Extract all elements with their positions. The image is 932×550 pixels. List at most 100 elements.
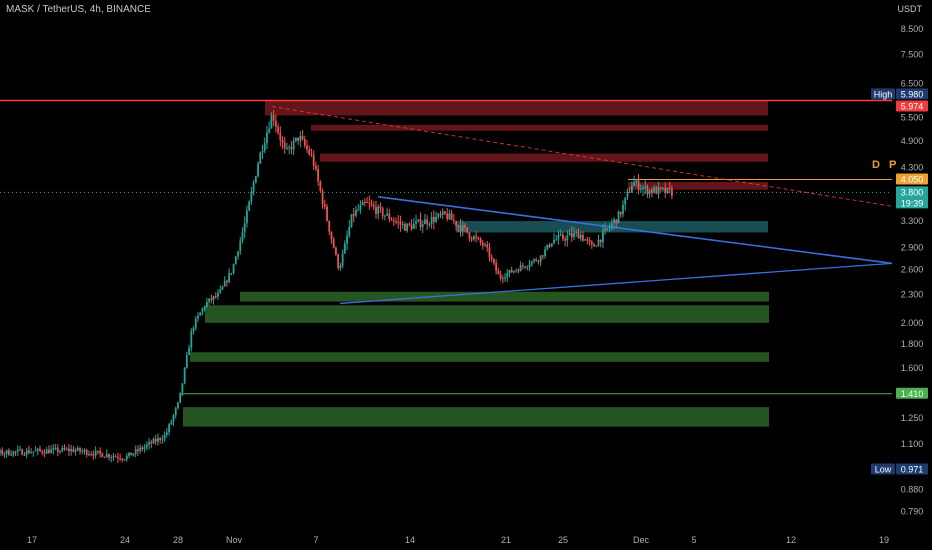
candle-body — [139, 447, 142, 451]
candle-body — [59, 450, 61, 452]
countdown-label: 19:39 — [901, 198, 924, 208]
candle-body — [397, 221, 400, 223]
candle-body — [481, 242, 484, 246]
candle-body — [352, 214, 355, 216]
candle-body — [192, 327, 195, 332]
candle-body — [628, 191, 631, 193]
candle-body — [125, 455, 128, 460]
candle-body — [504, 277, 506, 279]
candle-body — [56, 447, 59, 452]
candle-body — [217, 292, 219, 297]
candle-body — [326, 206, 328, 221]
candle-body — [254, 176, 257, 183]
candle-body — [604, 228, 607, 231]
candle-body — [337, 254, 340, 269]
candle-body — [590, 241, 593, 245]
x-tick-label: 5 — [691, 535, 696, 545]
candle-body — [208, 298, 211, 302]
candle-body — [475, 236, 478, 238]
candle-body — [243, 223, 246, 233]
candle-body — [406, 223, 409, 231]
candle-body — [288, 147, 291, 149]
y-tick-label: 2.300 — [901, 289, 924, 299]
candle-body — [286, 147, 288, 149]
candle-body — [130, 452, 133, 456]
candle-body — [653, 187, 656, 193]
candle-body — [499, 274, 502, 279]
candle-body — [655, 187, 658, 194]
price-label-name: High — [874, 89, 893, 99]
candle-body — [515, 270, 518, 272]
candle-body — [343, 243, 346, 254]
candle-body — [602, 230, 604, 243]
candle-body — [3, 453, 6, 455]
price-label-value: 5.980 — [901, 89, 924, 99]
candle-body — [150, 442, 153, 444]
candle-body — [68, 448, 70, 452]
candle-body — [10, 454, 12, 456]
candle-body — [430, 216, 433, 224]
candle-body — [161, 439, 164, 441]
candle-body — [70, 449, 73, 452]
price-label-box — [896, 387, 928, 399]
candle-body — [553, 240, 555, 244]
candle-body — [290, 147, 293, 150]
y-tick-label: 3.300 — [901, 216, 924, 226]
candle-body — [642, 187, 644, 189]
price-label-value: 1.410 — [901, 389, 924, 399]
candle-body — [550, 243, 553, 247]
candle-body — [386, 213, 389, 216]
candle-body — [134, 449, 137, 454]
candle-body — [444, 211, 446, 214]
candle-body — [41, 450, 44, 453]
price-label-tag — [871, 463, 895, 475]
candle-body — [108, 454, 110, 458]
candle-body — [194, 318, 197, 328]
candle-body — [541, 255, 544, 257]
candle-body — [123, 459, 126, 461]
candle-body — [582, 234, 584, 241]
price-label-value: 0.971 — [901, 465, 924, 475]
candle-body — [450, 213, 453, 220]
y-tick-label: 1.600 — [901, 363, 924, 373]
candle-body — [246, 210, 248, 224]
candle-body — [241, 232, 244, 241]
candle-body — [177, 402, 179, 409]
x-tick-label: 24 — [120, 535, 130, 545]
candle-body — [54, 447, 57, 449]
candle-body — [666, 187, 669, 193]
candle-body — [43, 452, 46, 454]
candle-body — [341, 253, 344, 266]
candle-body — [90, 454, 93, 456]
candle-body — [248, 201, 251, 211]
candle-body — [321, 190, 324, 205]
candle-body — [392, 220, 395, 222]
candle-body — [510, 269, 513, 273]
candle-body — [595, 245, 598, 247]
candle-body — [48, 449, 50, 454]
candle-body — [564, 238, 567, 241]
candle-body — [350, 214, 353, 227]
candle-body — [593, 244, 595, 247]
candle-body — [5, 450, 8, 454]
y-tick-label: 1.800 — [901, 339, 924, 349]
candle-body — [261, 150, 264, 153]
candle-body — [626, 191, 629, 198]
candle-body — [539, 255, 542, 262]
candle-body — [355, 209, 357, 216]
candle-body — [63, 447, 66, 450]
price-label-box — [896, 173, 928, 185]
candle-body — [546, 244, 549, 250]
candle-body — [615, 219, 618, 224]
candle-body — [379, 206, 382, 209]
candle-body — [7, 450, 10, 456]
candle-body — [181, 383, 184, 393]
candle-body — [14, 451, 17, 453]
candle-body — [268, 128, 271, 133]
price-label-value: 5.974 — [901, 102, 924, 112]
candle-body — [441, 211, 444, 215]
candle-body — [457, 225, 460, 227]
candle-body — [635, 180, 638, 183]
candle-body — [283, 142, 286, 149]
